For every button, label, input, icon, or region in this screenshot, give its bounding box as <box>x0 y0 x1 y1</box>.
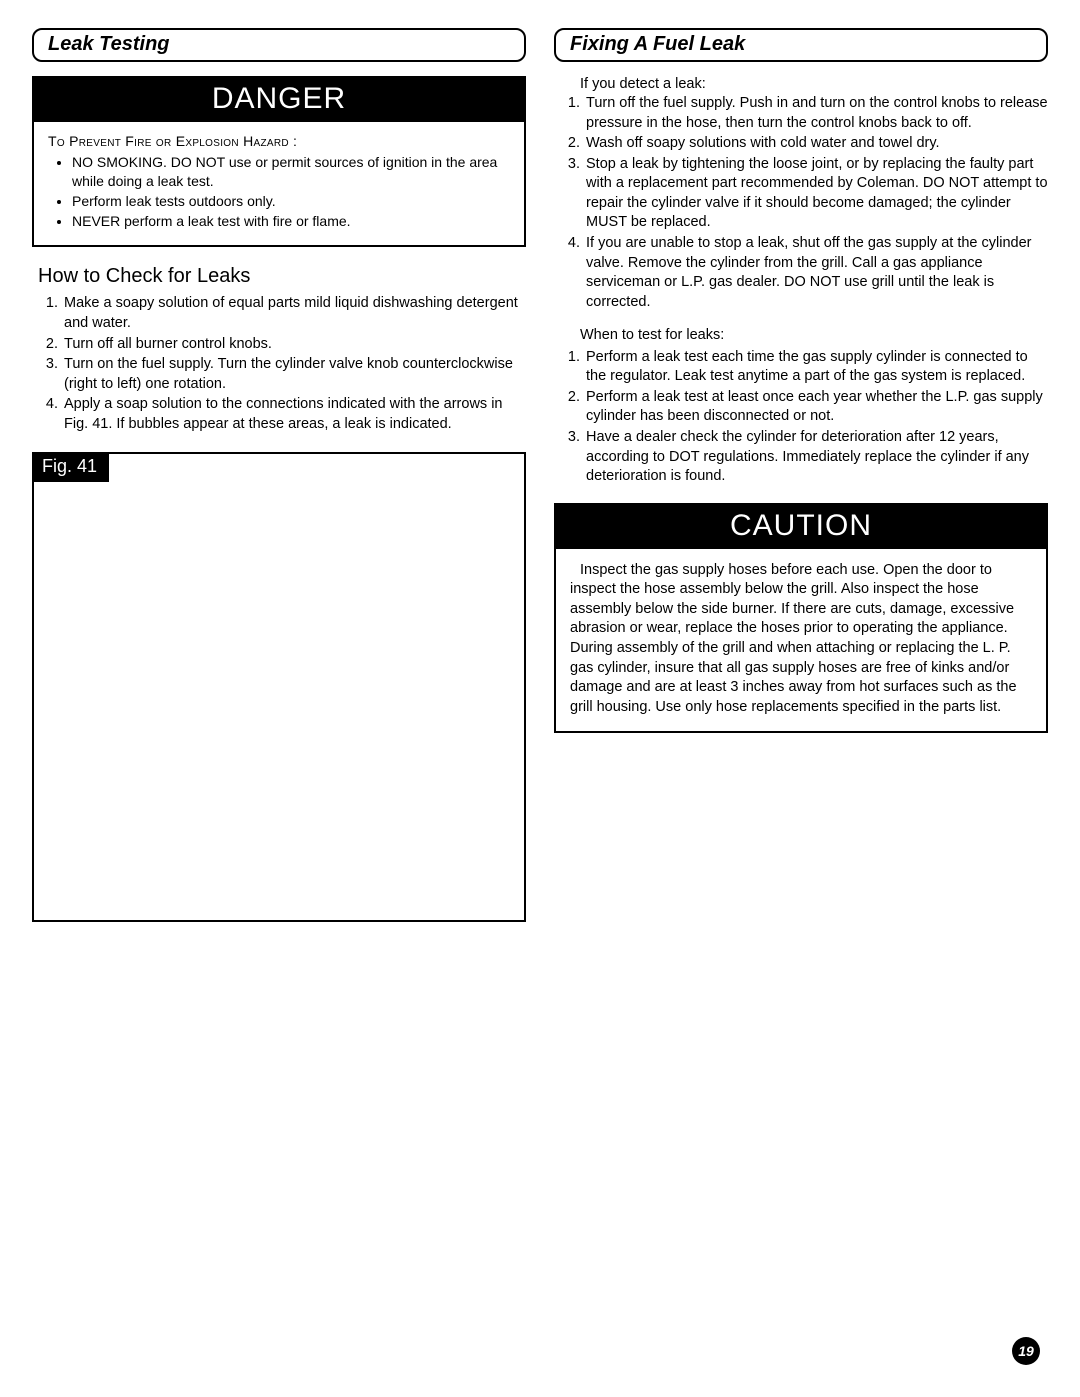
danger-bullet: NO SMOKING. DO NOT use or permit sources… <box>72 153 510 191</box>
how-to-step: Turn on the fuel supply. Turn the cylind… <box>62 355 526 394</box>
how-to-step: Apply a soap solution to the connections… <box>62 395 526 434</box>
when-step: Perform a leak test each time the gas su… <box>584 348 1048 387</box>
right-column: Fixing A Fuel Leak If you detect a leak:… <box>554 28 1048 922</box>
page-container: Leak Testing DANGER To Prevent Fire or E… <box>0 0 1080 922</box>
danger-box: DANGER To Prevent Fire or Explosion Haza… <box>32 76 526 247</box>
when-test-intro: When to test for leaks: <box>580 326 1048 346</box>
danger-title: DANGER <box>34 78 524 122</box>
section-title-text: Fixing A Fuel Leak <box>570 33 745 55</box>
when-step: Perform a leak test at least once each y… <box>584 388 1048 427</box>
section-header-leak-testing: Leak Testing <box>32 28 526 62</box>
figure-41-box: Fig. 41 <box>32 452 526 922</box>
detect-leak-steps: Turn off the fuel supply. Push in and tu… <box>560 94 1048 312</box>
page-number-badge: 19 <box>1012 1337 1040 1365</box>
danger-bullet-list: NO SMOKING. DO NOT use or permit sources… <box>48 153 510 231</box>
danger-body: To Prevent Fire or Explosion Hazard : NO… <box>34 122 524 245</box>
figure-41-label: Fig. 41 <box>32 452 109 482</box>
page-number: 19 <box>1018 1343 1034 1359</box>
detect-step: Stop a leak by tightening the loose join… <box>584 155 1048 233</box>
danger-bullet: Perform leak tests outdoors only. <box>72 192 510 211</box>
when-step: Have a dealer check the cylinder for det… <box>584 428 1048 487</box>
danger-lead: To Prevent Fire or Explosion Hazard : <box>48 133 297 149</box>
left-column: Leak Testing DANGER To Prevent Fire or E… <box>32 28 526 922</box>
danger-bullet: NEVER perform a leak test with fire or f… <box>72 212 510 231</box>
caution-body: Inspect the gas supply hoses before each… <box>556 549 1046 732</box>
section-title-text: Leak Testing <box>48 33 170 55</box>
detect-step: If you are unable to stop a leak, shut o… <box>584 234 1048 312</box>
section-header-fixing-leak: Fixing A Fuel Leak <box>554 28 1048 62</box>
how-to-step: Make a soapy solution of equal parts mil… <box>62 294 526 333</box>
detect-step: Turn off the fuel supply. Push in and tu… <box>584 94 1048 133</box>
how-to-step: Turn off all burner control knobs. <box>62 335 526 355</box>
how-to-heading: How to Check for Leaks <box>38 265 526 288</box>
when-test-steps: Perform a leak test each time the gas su… <box>560 348 1048 487</box>
detect-leak-intro: If you detect a leak: <box>580 76 1048 92</box>
caution-box: CAUTION Inspect the gas supply hoses bef… <box>554 503 1048 734</box>
detect-step: Wash off soapy solutions with cold water… <box>584 134 1048 154</box>
how-to-steps: Make a soapy solution of equal parts mil… <box>38 294 526 434</box>
caution-title: CAUTION <box>556 505 1046 549</box>
